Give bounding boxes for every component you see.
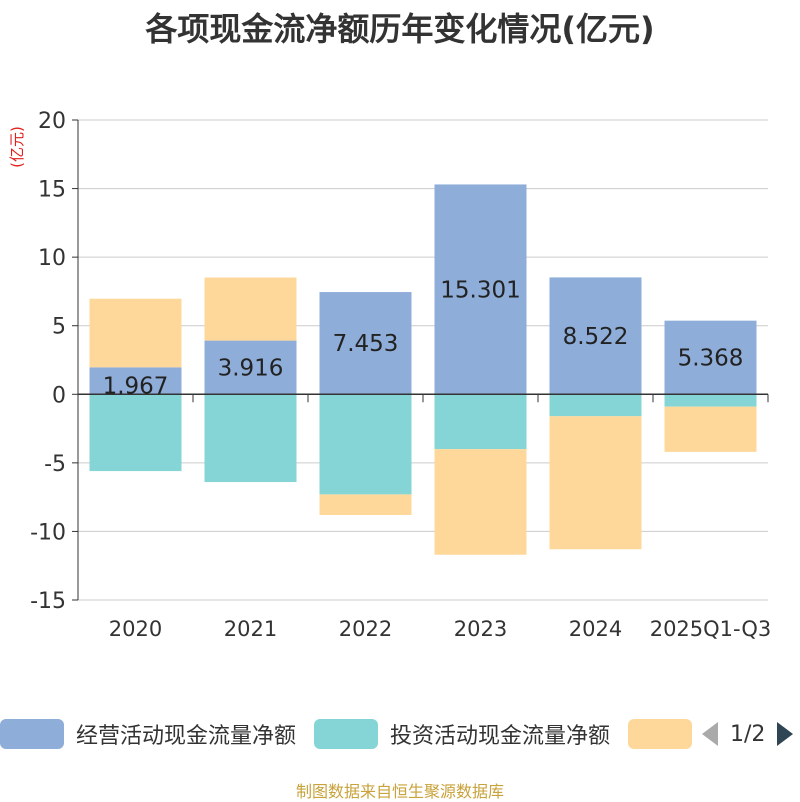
y-tick-label: 20 xyxy=(38,109,66,134)
y-tick-label: -15 xyxy=(30,589,66,614)
legend-swatch-financing xyxy=(628,719,693,749)
bar-series2-2020[interactable] xyxy=(89,298,182,368)
bar-series1-2024[interactable] xyxy=(549,394,642,417)
data-label-2021: 3.916 xyxy=(218,355,284,381)
chart-title: 各项现金流净额历年变化情况(亿元) xyxy=(145,10,655,48)
data-label-2022: 7.453 xyxy=(333,331,399,357)
y-tick-label: 0 xyxy=(52,383,66,408)
data-label-2024: 8.522 xyxy=(563,324,629,350)
legend-item-financing[interactable] xyxy=(628,719,704,749)
bar-series2-2025Q1-Q3[interactable] xyxy=(664,406,757,452)
bar-series2-2023[interactable] xyxy=(434,449,527,555)
bar-series2-2021[interactable] xyxy=(204,277,297,341)
prev-page-icon[interactable] xyxy=(700,720,720,748)
data-label-2020: 1.967 xyxy=(103,373,169,399)
bar-series2-2022[interactable] xyxy=(319,494,412,515)
x-tick-label: 2020 xyxy=(109,617,162,641)
bar-series1-2020[interactable] xyxy=(89,394,182,472)
y-axis-label: (亿元) xyxy=(8,126,26,168)
next-page-icon[interactable] xyxy=(775,720,795,748)
legend-item-investing[interactable]: 投资活动现金流量净额 xyxy=(314,718,610,750)
x-tick-label: 2021 xyxy=(224,617,277,641)
y-tick-label: 5 xyxy=(52,315,66,340)
bar-series1-2022[interactable] xyxy=(319,394,412,495)
bar-series0-2024[interactable] xyxy=(549,277,642,395)
bar-series0-2020[interactable] xyxy=(89,367,182,395)
y-tick-label: 15 xyxy=(38,178,66,203)
x-tick-label: 2025Q1-Q3 xyxy=(650,617,772,641)
y-tick-label: -10 xyxy=(30,520,66,545)
legend-label-investing: 投资活动现金流量净额 xyxy=(390,724,611,749)
bar-series2-2024[interactable] xyxy=(549,416,642,550)
bar-series0-2022[interactable] xyxy=(319,292,412,395)
bar-series0-2021[interactable] xyxy=(204,340,297,395)
x-tick-label: 2023 xyxy=(454,617,507,641)
data-labels: 1.967 3.916 7.453 15.301 8.522 5.368 xyxy=(103,277,744,399)
bar-series1-2023[interactable] xyxy=(434,394,527,450)
y-tick-label: -5 xyxy=(44,452,66,477)
legend-swatch-investing xyxy=(314,719,379,749)
gridlines xyxy=(78,119,768,601)
bar-series0-2023[interactable] xyxy=(434,184,527,395)
bars xyxy=(89,184,757,555)
legend-item-operating[interactable]: 经营活动现金流量净额 xyxy=(0,718,296,750)
legend-pager: 1/2 xyxy=(700,716,795,752)
bar-series1-2025Q1-Q3[interactable] xyxy=(664,394,757,407)
x-tick-label: 2024 xyxy=(569,617,622,641)
data-source-note: 制图数据来自恒生聚源数据库 xyxy=(295,782,504,801)
legend: 经营活动现金流量净额 投资活动现金流量净额 xyxy=(0,716,722,752)
page-indicator: 1/2 xyxy=(730,721,766,747)
y-tick-label: 10 xyxy=(38,246,66,271)
bar-series0-2025Q1-Q3[interactable] xyxy=(664,320,757,395)
bar-series1-2021[interactable] xyxy=(204,394,297,483)
legend-label-operating: 经营活动现金流量净额 xyxy=(76,724,297,749)
legend-swatch-operating xyxy=(0,719,64,749)
x-tick-label: 2022 xyxy=(339,617,392,641)
data-label-2025Q1-Q3: 5.368 xyxy=(678,345,744,371)
data-label-2023: 15.301 xyxy=(440,277,520,303)
